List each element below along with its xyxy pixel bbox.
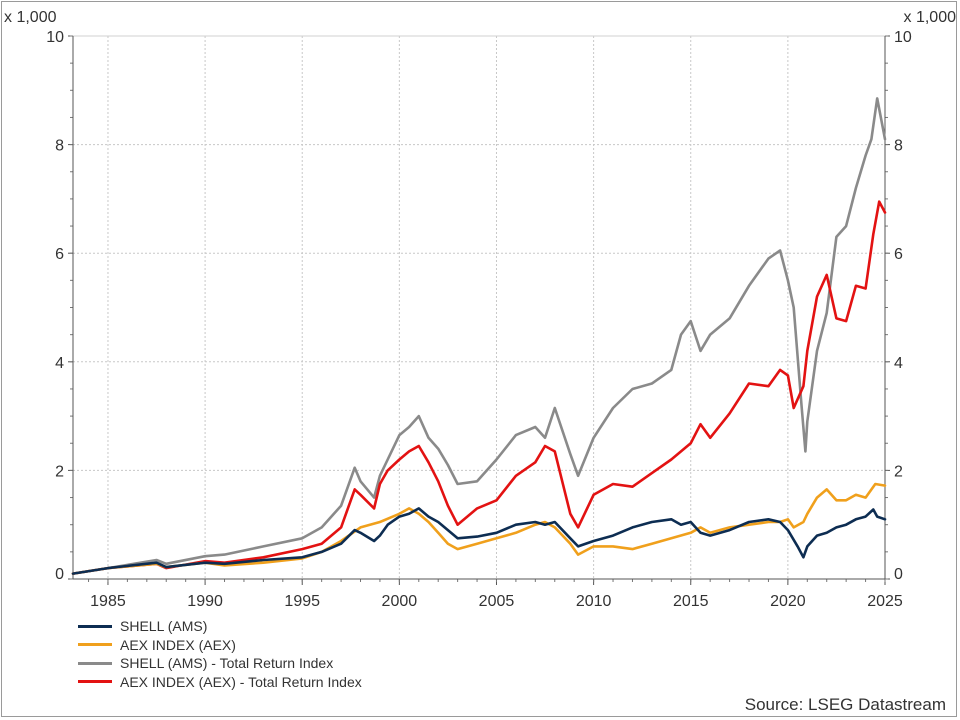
y-tick-label-left: 8 — [55, 138, 64, 155]
legend-label-aex-tri: AEX INDEX (AEX) - Total Return Index — [120, 673, 362, 690]
legend-label-shell: SHELL (AMS) — [120, 618, 208, 634]
legend-swatch-aex — [78, 643, 112, 647]
series-line-aex — [71, 482, 887, 575]
right-units-label: x 1,000 — [904, 9, 957, 26]
series-line-shell — [71, 507, 887, 575]
legend-item-shell-tri: SHELL (AMS) - Total Return Index — [78, 654, 362, 673]
y-tick-label-right: 8 — [894, 138, 903, 155]
legend-item-aex-tri: AEX INDEX (AEX) - Total Return Index — [78, 673, 362, 692]
y-tick-label-left: 10 — [46, 29, 64, 46]
x-tick-label: 2010 — [576, 593, 612, 610]
y-tick-label-left: 2 — [55, 463, 64, 480]
x-tick-label: 1990 — [187, 593, 223, 610]
series-lines — [71, 97, 887, 575]
y-tick-label-left: 0 — [55, 566, 64, 583]
x-tick-label: 1995 — [284, 593, 320, 610]
axes: 0 0 2 2 4 4 6 6 8 8 10 10 1985 1990 1995 2000 2005 2010 20… — [46, 29, 912, 610]
x-tick-label: 2015 — [673, 593, 709, 610]
y-tick-label-right: 2 — [894, 463, 903, 480]
legend-item-aex: AEX INDEX (AEX) — [78, 636, 362, 655]
legend-swatch-shell-tri — [78, 661, 112, 665]
y-tick-label-right: 4 — [894, 355, 903, 372]
y-tick-label-left: 6 — [55, 246, 64, 263]
legend-swatch-shell — [78, 624, 112, 628]
legend-label-shell-tri: SHELL (AMS) - Total Return Index — [120, 655, 334, 671]
x-tick-label: 2025 — [867, 593, 903, 610]
y-tick-label-right: 6 — [894, 246, 903, 263]
y-tick-label-right: 10 — [894, 29, 912, 46]
left-units-label: x 1,000 — [4, 9, 57, 26]
x-tick-label: 2000 — [382, 593, 418, 610]
legend: SHELL (AMS) AEX INDEX (AEX) SHELL (AMS) … — [78, 617, 362, 691]
legend-item-shell: SHELL (AMS) — [78, 617, 362, 636]
legend-label-aex: AEX INDEX (AEX) — [120, 636, 236, 653]
x-tick-label: 1985 — [90, 593, 126, 610]
series-line-shell-tri — [71, 97, 887, 575]
source-note: Source: LSEG Datastream — [744, 695, 946, 714]
x-tick-label: 2005 — [479, 593, 515, 610]
y-tick-label-right: 0 — [894, 566, 903, 583]
series-line-aex-tri — [71, 200, 887, 575]
legend-swatch-aex-tri — [78, 680, 112, 684]
grid — [73, 35, 885, 579]
x-tick-label: 2020 — [770, 593, 806, 610]
y-tick-label-left: 4 — [55, 355, 64, 372]
